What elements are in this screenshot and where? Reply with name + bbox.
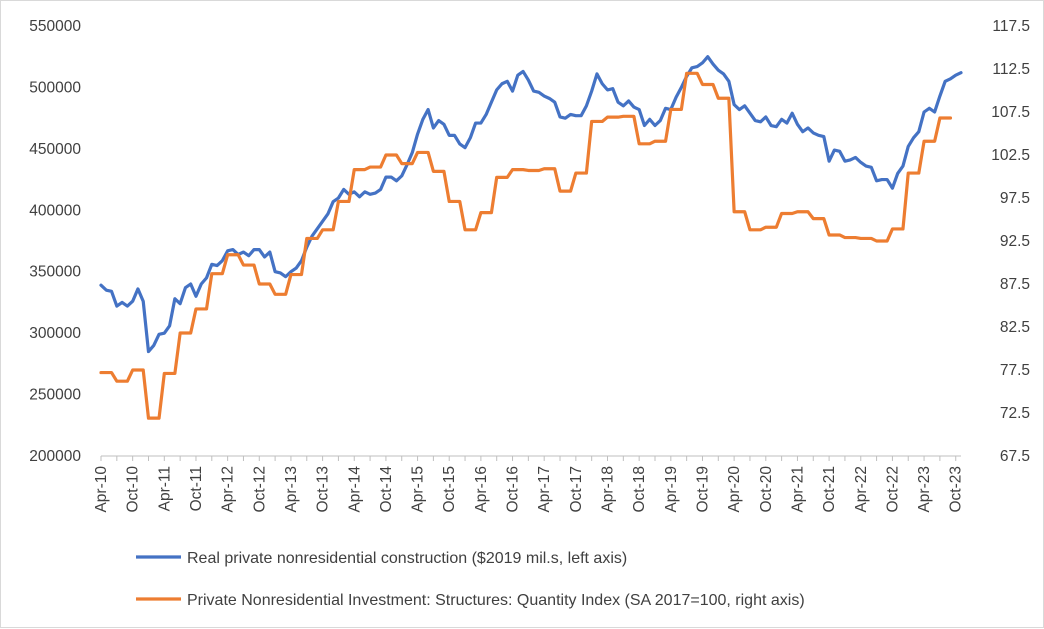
x-axis-tick-label: Oct-18 <box>631 466 648 513</box>
x-axis-tick-label: Oct-14 <box>378 466 395 513</box>
left-axis-tick-label: 300000 <box>29 325 81 342</box>
x-axis-tick-label: Oct-12 <box>251 466 268 513</box>
x-axis-tick-label: Oct-20 <box>758 466 775 513</box>
x-axis-tick-label: Oct-11 <box>188 466 205 511</box>
legend-label: Private Nonresidential Investment: Struc… <box>187 592 805 609</box>
x-axis-tick-label: Apr-23 <box>916 466 933 513</box>
x-axis-tick-label: Apr-14 <box>346 466 363 513</box>
x-axis-tick-label: Apr-21 <box>789 466 806 513</box>
x-axis-tick-label: Apr-20 <box>726 466 743 513</box>
left-axis-tick-label: 250000 <box>29 387 81 404</box>
x-axis-tick-label: Apr-13 <box>283 466 300 513</box>
x-axis-tick-label: Oct-15 <box>441 466 458 513</box>
right-axis-tick-label: 97.5 <box>1000 190 1030 207</box>
x-axis-tick-label: Oct-10 <box>125 466 142 513</box>
x-axis-tick-label: Oct-21 <box>821 466 838 513</box>
legend-label: Real private nonresidential construction… <box>187 550 627 567</box>
right-axis-tick-label: 102.5 <box>991 147 1030 164</box>
x-axis-tick-label: Oct-19 <box>694 466 711 513</box>
x-axis-tick-label: Apr-22 <box>853 466 870 513</box>
right-axis-tick-label: 117.5 <box>992 18 1030 35</box>
right-axis-tick-label: 82.5 <box>1000 319 1030 336</box>
right-axis-tick-label: 72.5 <box>1000 405 1030 422</box>
x-axis-tick-label: Apr-11 <box>156 466 173 511</box>
x-axis-tick-label: Oct-13 <box>315 466 332 513</box>
right-axis-tick-label: 67.5 <box>1000 448 1030 465</box>
x-axis-tick-label: Oct-23 <box>948 466 965 513</box>
x-axis-tick-label: Apr-18 <box>600 466 617 513</box>
x-axis-tick-label: Apr-12 <box>220 466 237 513</box>
x-axis-tick-label: Apr-15 <box>410 466 427 513</box>
left-axis-tick-label: 550000 <box>29 18 81 35</box>
left-axis-tick-label: 450000 <box>29 141 81 158</box>
right-axis-tick-label: 77.5 <box>1000 362 1030 379</box>
right-axis-tick-label: 92.5 <box>1000 233 1030 250</box>
right-axis-tick-label: 112.5 <box>992 61 1030 78</box>
series-line-1 <box>99 71 953 420</box>
series-line-0 <box>99 55 963 354</box>
x-axis-tick-label: Oct-22 <box>884 466 901 513</box>
x-axis-tick-label: Apr-17 <box>536 466 553 513</box>
x-axis-tick-label: Apr-19 <box>663 466 680 513</box>
right-axis-tick-label: 107.5 <box>991 104 1030 121</box>
x-axis-tick-label: Apr-16 <box>473 466 490 513</box>
x-axis-tick-label: Oct-17 <box>568 466 585 513</box>
left-axis-tick-label: 400000 <box>29 202 81 219</box>
x-axis-tick-label: Apr-10 <box>93 466 110 513</box>
x-axis-tick-label: Oct-16 <box>505 466 522 513</box>
left-axis-tick-label: 200000 <box>29 448 81 465</box>
left-axis-tick-label: 500000 <box>29 79 81 96</box>
right-axis-tick-label: 87.5 <box>1000 276 1030 293</box>
left-axis-tick-label: 350000 <box>29 264 81 281</box>
